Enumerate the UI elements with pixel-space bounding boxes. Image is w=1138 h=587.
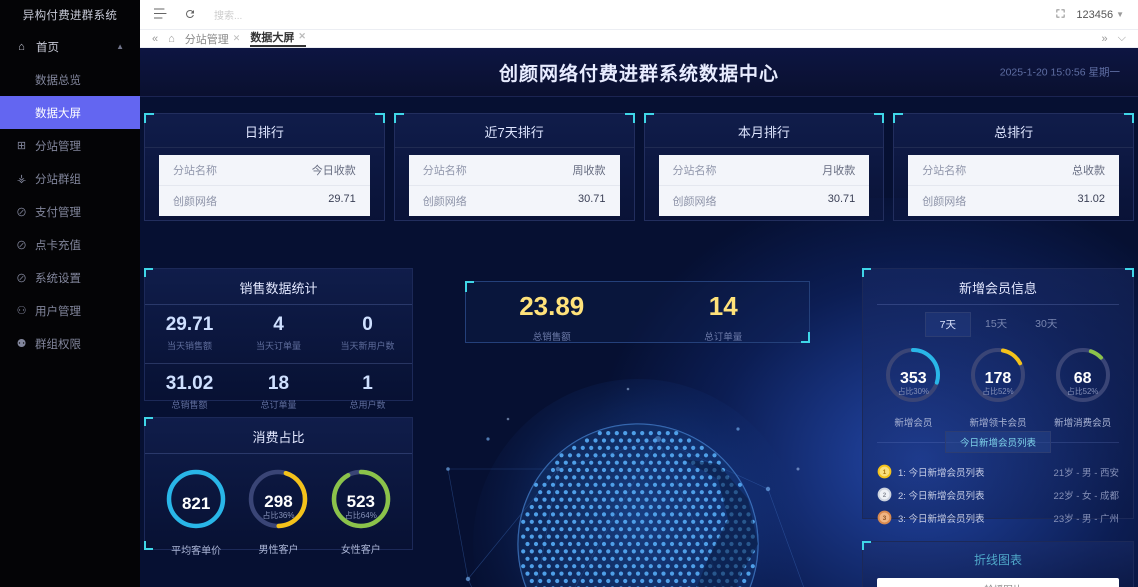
svg-text:2: 2 xyxy=(883,492,887,499)
svg-text:3: 3 xyxy=(883,515,887,522)
svg-text:1: 1 xyxy=(883,469,887,476)
